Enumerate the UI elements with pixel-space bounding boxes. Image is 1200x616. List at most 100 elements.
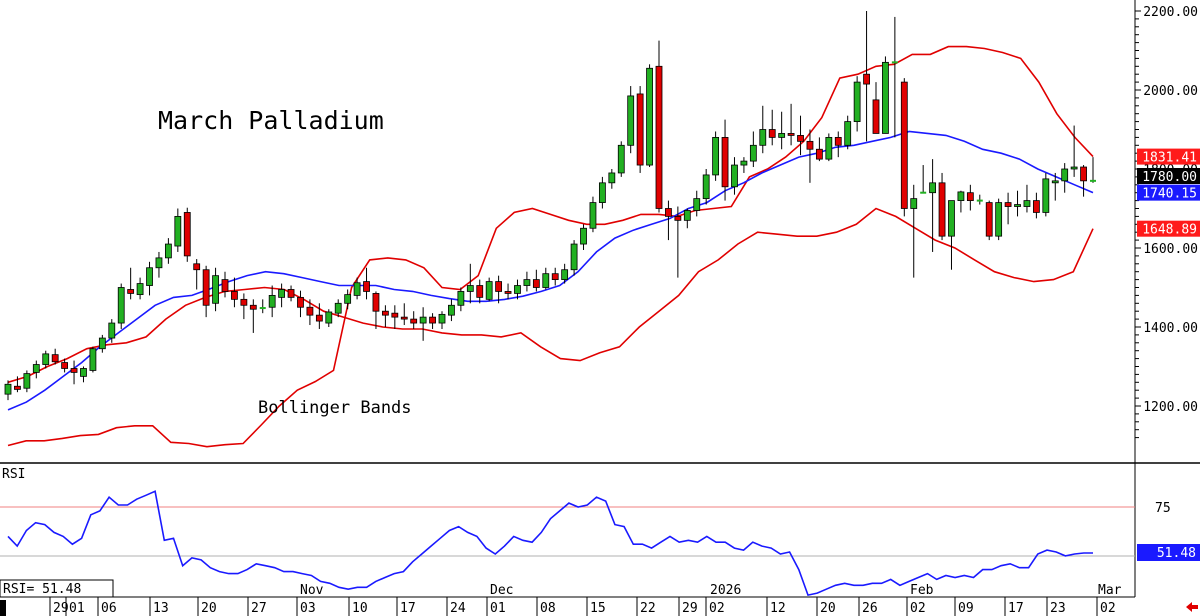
- candle-body: [589, 202, 597, 229]
- candle-body: [410, 318, 418, 324]
- candle-body: [136, 283, 144, 296]
- candle-body: [202, 269, 210, 306]
- candle-body: [438, 313, 446, 324]
- date-label: 23: [1050, 601, 1066, 616]
- candle-body: [363, 281, 370, 292]
- scroll-marker[interactable]: [0, 600, 6, 616]
- candle-body: [693, 198, 701, 211]
- bollinger-middle-line: [7, 130, 1094, 411]
- candle-body: [457, 291, 465, 306]
- candle-body: [844, 121, 852, 146]
- scroll-arrow-icon[interactable]: [1186, 602, 1198, 612]
- rsi-readout: RSI= 51.48: [3, 582, 81, 597]
- candle-body: [419, 316, 427, 324]
- date-label: 08: [540, 601, 556, 616]
- candle-body: [825, 136, 833, 160]
- candle-body: [400, 316, 408, 320]
- candle-body: [929, 182, 937, 194]
- bollinger-bands: [7, 45, 1094, 448]
- candle-body: [731, 164, 738, 188]
- candle-body: [759, 129, 767, 146]
- candle-body: [353, 282, 361, 296]
- candle-body: [655, 65, 663, 209]
- candle-body: [381, 310, 389, 316]
- month-label: Nov: [300, 583, 324, 598]
- rsi-value-tag-bg: [1137, 544, 1200, 561]
- price-tag-bg: [1137, 220, 1200, 237]
- month-label: 2026: [710, 583, 741, 598]
- candle-body: [429, 316, 436, 324]
- candle-body: [80, 368, 87, 377]
- price-tick-label: 1400.00: [1143, 321, 1198, 336]
- candle-body: [617, 144, 625, 174]
- price-tag-label: 1740.15: [1142, 187, 1197, 202]
- candle-body: [872, 99, 880, 134]
- candle-body: [193, 263, 201, 271]
- date-label: 27: [251, 601, 267, 616]
- date-label: 02: [709, 601, 725, 616]
- candle-body: [863, 73, 870, 85]
- month-label: Mar: [1098, 583, 1122, 598]
- candle-body: [1004, 202, 1012, 207]
- date-label: 09: [958, 601, 974, 616]
- candle-body: [278, 289, 286, 298]
- candle-body: [70, 368, 78, 373]
- price-tick-label: 2200.00: [1143, 5, 1198, 20]
- month-label: Dec: [490, 583, 513, 598]
- date-label: 24: [450, 601, 466, 616]
- rsi-tick-75: 75: [1155, 501, 1171, 516]
- date-label: 17: [400, 601, 416, 616]
- date-label: 15: [590, 601, 606, 616]
- candle-body: [627, 95, 635, 146]
- candle-body: [466, 285, 474, 292]
- candle-body: [23, 373, 31, 389]
- candle-body: [372, 293, 380, 312]
- date-label: 01: [490, 601, 506, 616]
- price-tick-label: 1200.00: [1143, 400, 1198, 415]
- candle-body: [966, 192, 974, 201]
- date-label: 22: [640, 601, 656, 616]
- candle-body: [51, 354, 59, 363]
- rsi-value-tag: 51.48: [1157, 546, 1196, 561]
- candle-body: [249, 304, 257, 310]
- candle-body: [268, 294, 276, 308]
- candle-body: [14, 385, 21, 390]
- price-tags: 1831.41 1780.00 1740.15 1648.89: [1137, 148, 1200, 238]
- candle-body: [117, 287, 125, 324]
- candle-body: [164, 243, 172, 259]
- candle-body: [183, 212, 191, 257]
- date-label: 02: [1100, 601, 1116, 616]
- candle-body: [523, 279, 531, 286]
- candle-body: [542, 273, 550, 288]
- price-tag-bg: [1137, 148, 1200, 165]
- rsi-line: [7, 490, 1093, 597]
- date-label: 26: [862, 601, 878, 616]
- candle-body: [580, 227, 587, 245]
- candle-body: [815, 148, 823, 160]
- candle-body: [325, 311, 333, 324]
- candle-body: [561, 269, 569, 281]
- date-label: 02: [910, 601, 926, 616]
- candle-body: [806, 140, 814, 150]
- candle-body: [749, 144, 757, 162]
- candle-body: [834, 136, 842, 146]
- price-tick-label: 1600.00: [1143, 242, 1198, 257]
- candle-body: [882, 61, 889, 134]
- bollinger-label: Bollinger Bands: [258, 398, 412, 418]
- price-tag-bg: [1137, 184, 1200, 201]
- bollinger-upper-line: [7, 45, 1094, 448]
- date-label: 06: [101, 601, 117, 616]
- candle-body: [297, 296, 304, 308]
- candle-body: [174, 215, 182, 247]
- candle-body: [240, 298, 248, 306]
- candle-body: [778, 133, 786, 138]
- candle-body: [61, 362, 69, 369]
- candle-body: [98, 337, 106, 350]
- candle-body: [665, 208, 672, 217]
- candle-body: [155, 257, 163, 269]
- date-axis: 29 01 06 13 20 27 03 10 17 24 01 08 15 22 29 02 12 20 26 02…: [49, 583, 1122, 616]
- candle-body: [1042, 178, 1050, 213]
- candle-body: [948, 200, 955, 237]
- candle-body: [89, 348, 97, 371]
